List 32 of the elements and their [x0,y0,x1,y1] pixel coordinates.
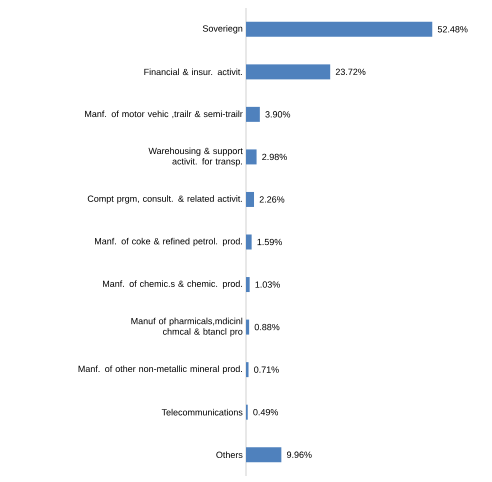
data-label: 0.49% [253,409,278,416]
y-tick-label: Telecommunications [162,408,242,416]
bar [246,320,250,335]
y-tick-label: Others [216,451,242,458]
data-label: 3.90% [265,111,290,118]
y-tick-label: Compt prgm, consult. & related activit. [88,195,242,204]
bar [246,149,257,164]
bar [246,22,432,37]
y-tick-label: Warehousing & support activit. for transp. [148,148,243,166]
y-tick-label: Manf. of chemic.s & chemic. prod. [103,280,242,289]
data-label: 2.26% [260,196,284,203]
data-label: 2.98% [262,154,287,160]
data-label: 23.72% [336,68,366,75]
data-label: 1.59% [258,238,282,246]
y-tick-label: Manuf of pharmicals,mdicinl chmcal & btancl pro [131,318,242,336]
bar [246,277,250,292]
bar [246,192,254,207]
data-label: 9.96% [286,452,312,458]
bar [246,234,252,250]
y-tick-label: Soveriegn [202,25,242,34]
bar [246,447,282,462]
y-tick-label: Manf. of other non-metallic mineral prod. [78,365,242,374]
data-label: 52.48% [438,26,468,32]
y-tick-label: Financial & insur. activit. [144,68,242,76]
bar [246,64,330,80]
data-label: 0.71% [254,366,279,373]
data-label: 0.88% [254,324,280,330]
y-tick-label: Manf. of coke & refined petrol. prod. [95,238,242,246]
bar [246,362,249,378]
y-tick-label: Manf. of motor vehic ,trailr & semi-trailr [85,110,243,118]
data-label: 1.03% [256,281,280,288]
bar [246,106,260,122]
